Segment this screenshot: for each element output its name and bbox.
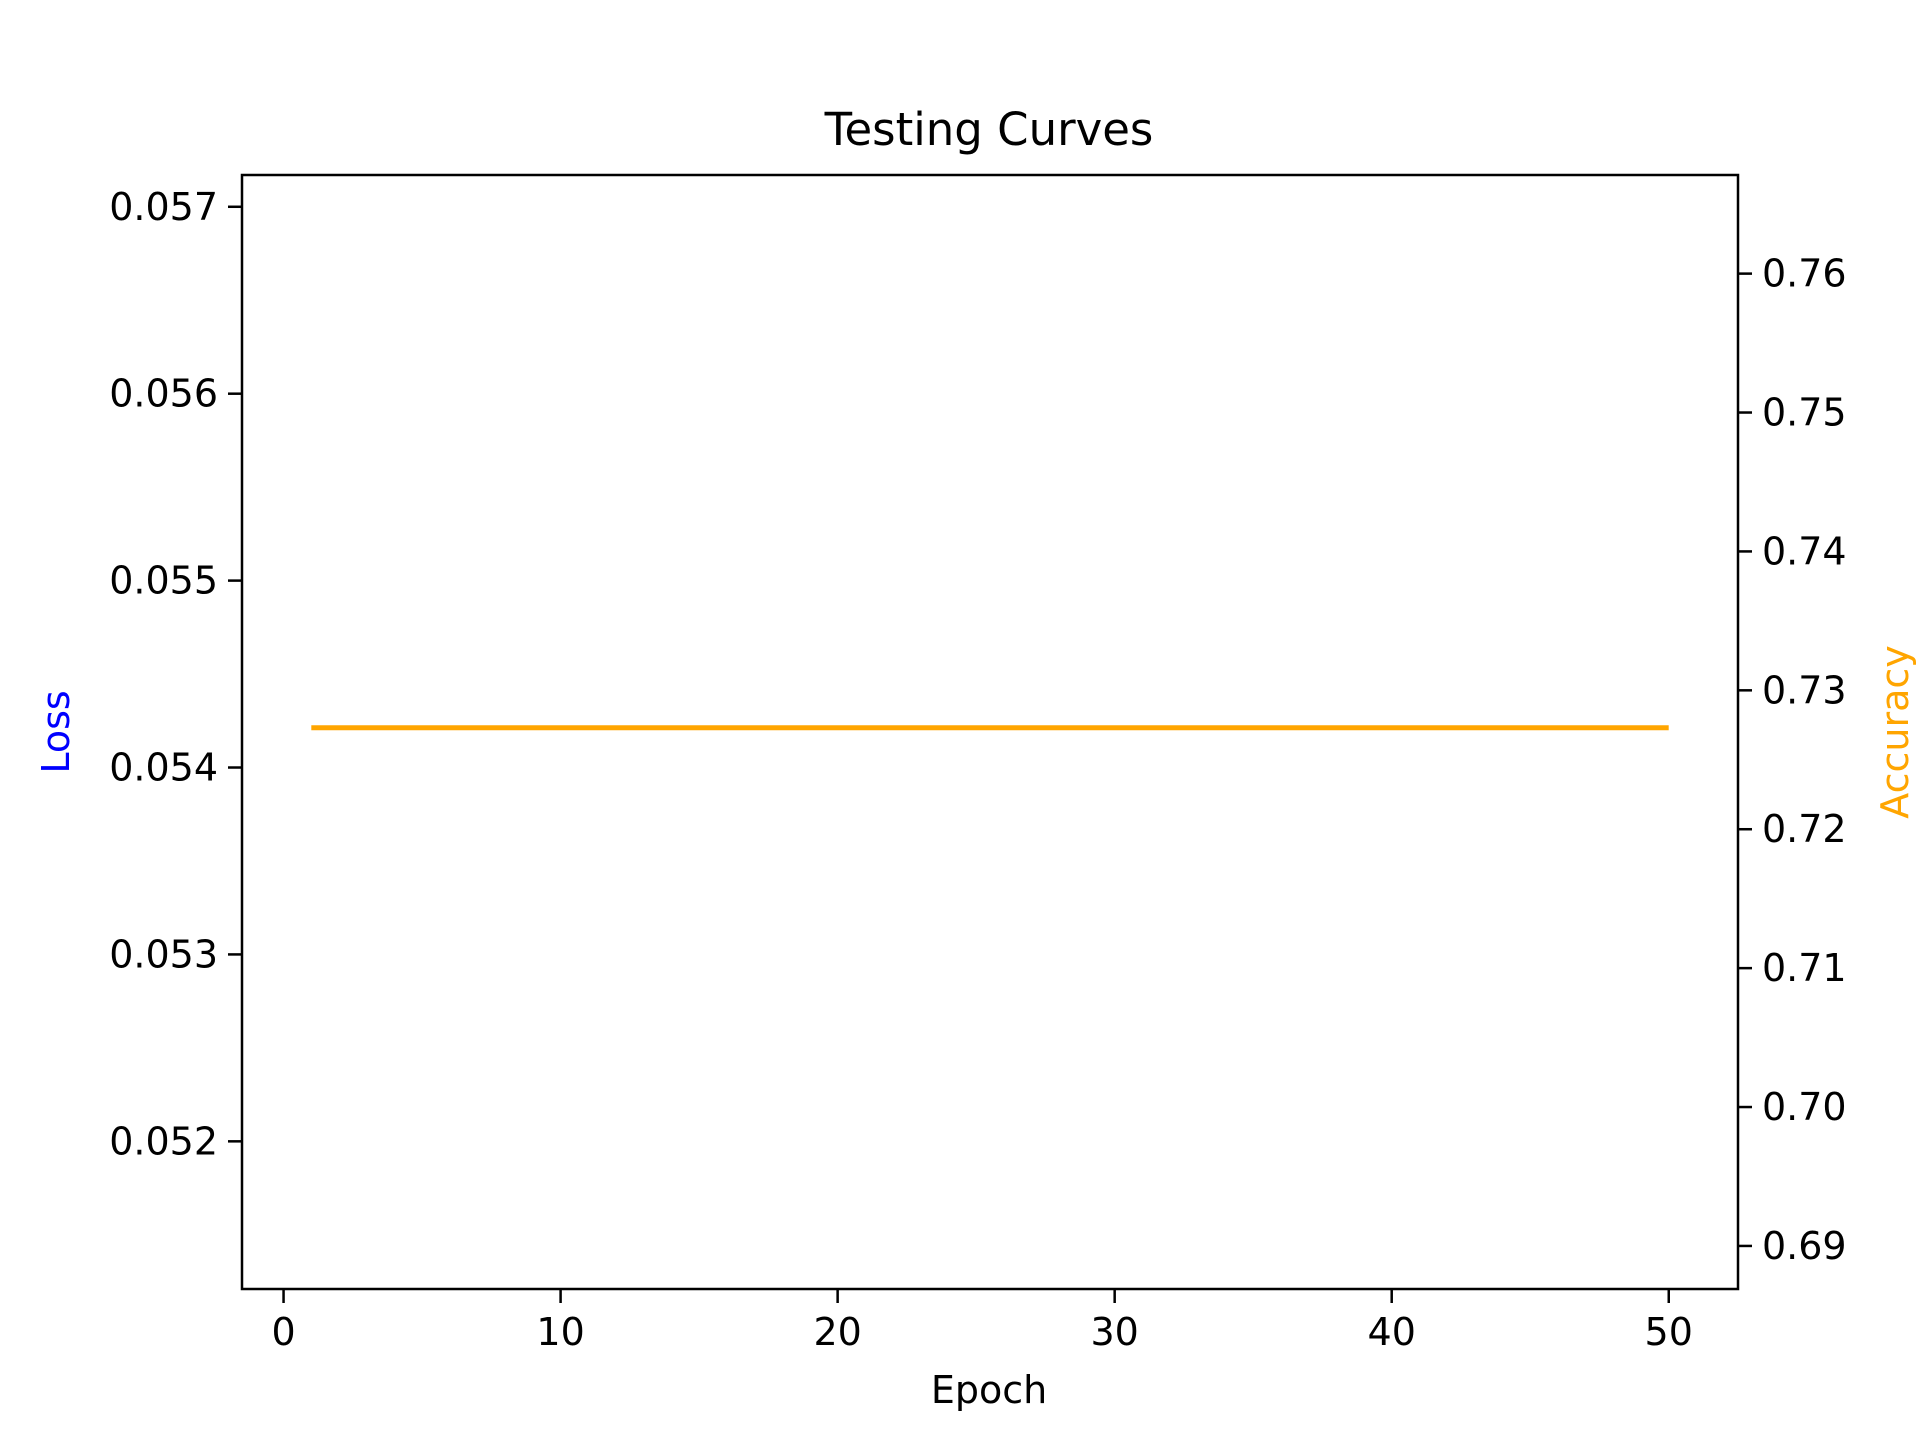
- chart-title: Testing Curves: [824, 103, 1154, 156]
- y-axis-left-label: Loss: [34, 690, 78, 773]
- y-right-tick-label-0: 0.69: [1762, 1224, 1847, 1268]
- x-tick-label-4: 40: [1368, 1310, 1416, 1354]
- y-right-tick-label-5: 0.74: [1762, 529, 1847, 573]
- x-tick-label-1: 10: [536, 1310, 584, 1354]
- y-left-tick-label-5: 0.057: [109, 185, 218, 229]
- x-tick-label-5: 50: [1645, 1310, 1693, 1354]
- y-axis-left: 0.052 0.053 0.054 0.055 0.056 0.057: [109, 185, 242, 1163]
- y-axis-right: 0.69 0.70 0.71 0.72 0.73 0.74 0.75 0.76: [1738, 252, 1847, 1268]
- y-left-tick-label-4: 0.056: [109, 372, 218, 416]
- y-axis-right-label: Accuracy: [1873, 645, 1917, 819]
- x-axis: 0 10 20 30 40 50: [271, 1289, 1693, 1354]
- y-left-tick-label-2: 0.054: [109, 746, 218, 790]
- y-right-tick-label-2: 0.71: [1762, 946, 1847, 990]
- x-tick-label-2: 20: [813, 1310, 861, 1354]
- y-right-tick-label-7: 0.76: [1762, 252, 1847, 296]
- y-right-tick-label-1: 0.70: [1762, 1085, 1847, 1129]
- y-right-tick-label-4: 0.73: [1762, 668, 1847, 712]
- x-tick-label-0: 0: [271, 1310, 295, 1354]
- y-left-tick-label-0: 0.052: [109, 1119, 218, 1163]
- y-right-tick-label-6: 0.75: [1762, 391, 1847, 435]
- y-left-tick-label-3: 0.055: [109, 559, 218, 603]
- x-tick-label-3: 30: [1090, 1310, 1138, 1354]
- y-left-tick-label-1: 0.053: [109, 932, 218, 976]
- x-axis-label: Epoch: [931, 1368, 1047, 1412]
- axes-frame: [240, 173, 1740, 1291]
- y-right-tick-label-3: 0.72: [1762, 807, 1847, 851]
